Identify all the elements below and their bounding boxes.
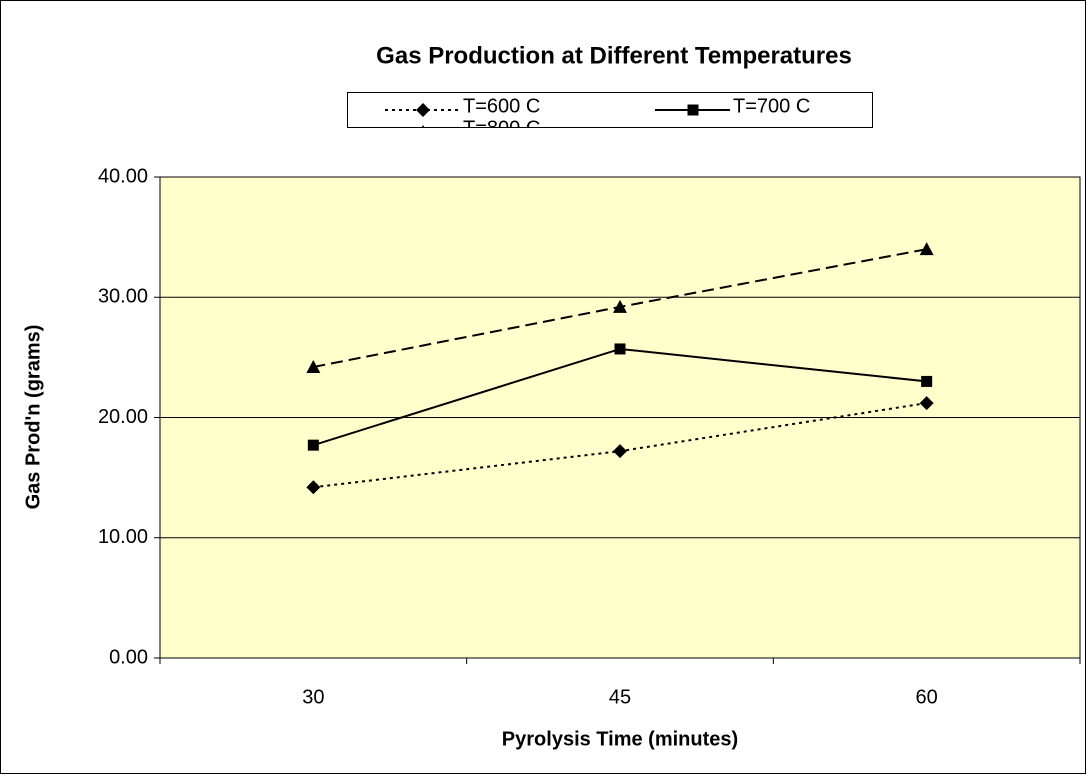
y-axis-label: Gas Prod'n (grams) — [22, 325, 44, 510]
plot-border — [159, 176, 1081, 659]
marker — [921, 375, 933, 387]
marker — [307, 439, 319, 451]
y-tick-label: 10.00 — [98, 526, 148, 548]
x-tick-label: 60 — [916, 686, 938, 708]
y-tick-label: 20.00 — [98, 406, 148, 428]
y-tick-label: 0.00 — [109, 646, 148, 668]
legend-label: T=800 C — [463, 117, 540, 139]
marker — [919, 396, 934, 411]
marker — [421, 125, 425, 127]
x-axis-label: Pyrolysis Time (minutes) — [502, 728, 738, 750]
marker — [306, 359, 321, 373]
chart-title: Gas Production at Different Temperatures — [376, 42, 852, 69]
y-tick-label: 30.00 — [98, 286, 148, 308]
y-tick-label: 40.00 — [98, 165, 148, 187]
marker — [614, 343, 626, 355]
x-tick-label: 45 — [609, 686, 631, 708]
marker — [416, 103, 430, 117]
marker — [613, 299, 627, 313]
marker — [306, 480, 321, 495]
marker — [919, 242, 934, 256]
marker — [687, 104, 699, 116]
legend: T=600 C T=700 C T=800 C — [385, 95, 810, 139]
legend-label: T=700 C — [733, 95, 810, 117]
legend-label: T=600 C — [463, 95, 540, 117]
x-tick-label: 30 — [302, 686, 324, 708]
marker — [613, 444, 627, 459]
